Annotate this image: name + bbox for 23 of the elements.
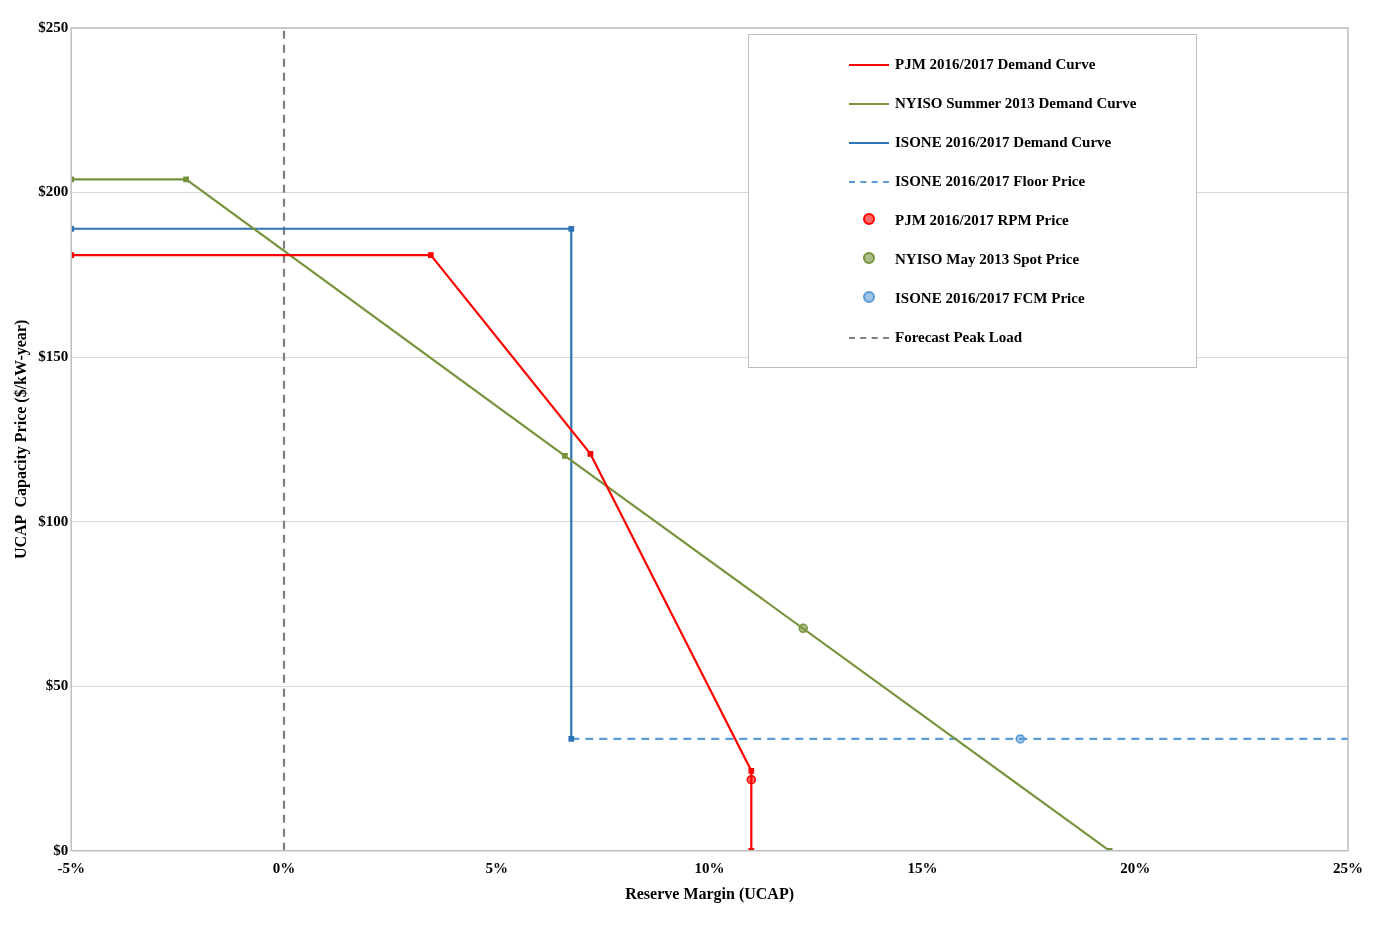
- y-tick-label: $200: [38, 183, 69, 200]
- legend-label: ISONE 2016/2017 Floor Price: [895, 173, 1086, 190]
- legend-label: NYISO May 2013 Spot Price: [895, 251, 1080, 268]
- legend-label: PJM 2016/2017 RPM Price: [895, 212, 1069, 229]
- legend-label: ISONE 2016/2017 FCM Price: [895, 290, 1085, 307]
- y-tick-label: $0: [53, 841, 69, 858]
- x-axis-title: Reserve Margin (UCAP): [625, 884, 795, 903]
- x-tick-label: -5%: [57, 859, 85, 876]
- y-tick-label: $100: [38, 512, 69, 529]
- x-tick-label: 5%: [485, 859, 509, 876]
- legend-label: ISONE 2016/2017 Demand Curve: [895, 134, 1112, 151]
- y-tick-label: $250: [38, 18, 69, 35]
- x-tick-label: 10%: [694, 859, 725, 876]
- y-tick-label: $50: [45, 677, 69, 694]
- y-axis-title: UCAP Capacity Price ($/kW-year): [11, 319, 30, 560]
- legend-label: Forecast Peak Load: [895, 329, 1023, 346]
- y-tick-label: $150: [38, 347, 69, 364]
- x-tick-label: 25%: [1333, 859, 1363, 876]
- x-tick-label: 0%: [272, 859, 296, 876]
- legend-label: PJM 2016/2017 Demand Curve: [895, 56, 1096, 73]
- x-tick-label: 20%: [1120, 859, 1151, 876]
- legend-label: NYISO Summer 2013 Demand Curve: [895, 95, 1137, 112]
- x-tick-label: 15%: [907, 859, 938, 876]
